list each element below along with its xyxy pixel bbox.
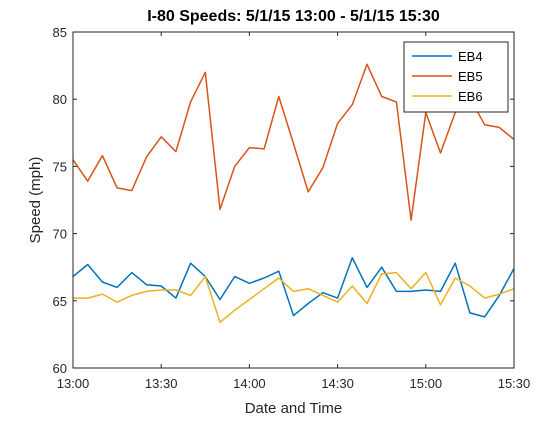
legend-label-eb4: EB4 — [458, 49, 483, 64]
x-tick-label: 13:00 — [57, 376, 90, 391]
plot-lines — [72, 63, 515, 324]
series-line-eb6 — [73, 271, 515, 324]
axes-box — [72, 31, 515, 369]
x-tick-label: 13:30 — [145, 376, 178, 391]
chart-title: I-80 Speeds: 5/1/15 13:00 - 5/1/15 15:30 — [147, 8, 440, 25]
x-tick-label: 14:00 — [233, 376, 266, 391]
legend-box — [403, 41, 509, 113]
series-line-eb5 — [72, 63, 515, 221]
x-tick-label: 15:00 — [410, 376, 443, 391]
legend: EB4 EB5 EB6 — [403, 41, 509, 113]
y-tick-label: 75 — [53, 159, 67, 174]
y-axis-label: Speed (mph) — [27, 157, 44, 244]
x-tick-label: 15:30 — [498, 376, 531, 391]
x-tick-label: 14:30 — [321, 376, 354, 391]
legend-label-eb6: EB6 — [458, 89, 483, 104]
y-tick-label: 60 — [53, 361, 67, 376]
y-axis-ticks: 60 65 70 75 80 85 — [53, 25, 514, 376]
y-tick-label: 65 — [53, 294, 67, 309]
legend-label-eb5: EB5 — [458, 69, 483, 84]
series-line-eb4 — [72, 257, 515, 318]
y-tick-label: 85 — [53, 25, 67, 40]
x-axis-ticks: 13:00 13:30 14:00 14:30 15:00 15:30 — [57, 32, 531, 391]
x-axis-label: Date and Time — [245, 400, 343, 417]
y-tick-label: 80 — [53, 92, 67, 107]
y-tick-label: 70 — [53, 227, 67, 242]
